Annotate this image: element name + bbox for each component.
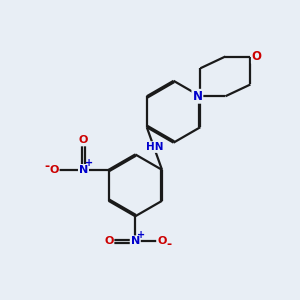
Text: O: O — [104, 236, 113, 246]
Text: -: - — [166, 238, 171, 251]
Text: N: N — [79, 165, 88, 175]
Text: O: O — [49, 165, 59, 175]
Text: O: O — [79, 135, 88, 146]
Text: N: N — [192, 90, 203, 103]
Text: HN: HN — [146, 142, 163, 152]
Text: +: + — [85, 158, 93, 168]
Text: -: - — [44, 160, 49, 173]
Text: O: O — [252, 50, 262, 63]
Text: O: O — [157, 236, 167, 246]
Text: +: + — [136, 230, 145, 240]
Text: N: N — [131, 236, 140, 246]
